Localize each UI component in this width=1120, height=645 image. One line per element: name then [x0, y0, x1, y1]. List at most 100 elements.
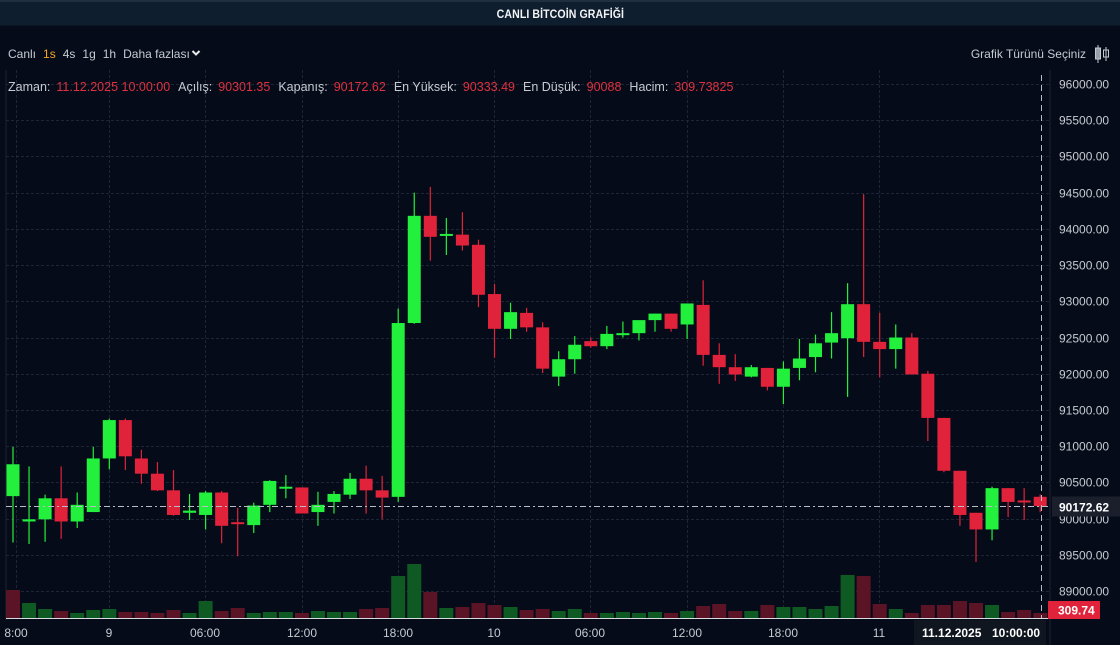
- candle-up[interactable]: [648, 313, 662, 321]
- candle-up[interactable]: [792, 358, 806, 368]
- candle-down[interactable]: [118, 420, 132, 457]
- candle-up[interactable]: [680, 303, 694, 325]
- price-tick-label: 96000.00: [1059, 78, 1109, 92]
- candle-down[interactable]: [423, 215, 437, 237]
- candle-up[interactable]: [985, 488, 999, 530]
- volume-bar: [824, 606, 839, 618]
- candle-down[interactable]: [471, 244, 485, 295]
- candle-up[interactable]: [86, 458, 100, 513]
- candle-up[interactable]: [6, 464, 20, 497]
- candle-down[interactable]: [712, 354, 726, 368]
- candle-up[interactable]: [343, 478, 357, 495]
- close-value: 90172.62: [333, 80, 386, 94]
- time-tick-label: 12:00: [672, 626, 702, 640]
- candle-up[interactable]: [407, 215, 421, 324]
- candlestick-icon: [1095, 45, 1109, 63]
- candle-down[interactable]: [488, 294, 501, 329]
- candle-up[interactable]: [632, 320, 646, 334]
- candle-down[interactable]: [921, 373, 935, 418]
- volume-bar: [808, 609, 823, 618]
- volume-bar: [182, 613, 197, 618]
- candle-up[interactable]: [70, 504, 84, 522]
- candle-down[interactable]: [375, 490, 389, 498]
- candle-down[interactable]: [696, 304, 710, 355]
- volume-bar: [503, 607, 518, 618]
- candle-up[interactable]: [38, 498, 52, 520]
- candle-up[interactable]: [616, 333, 630, 336]
- volume-bar: [294, 613, 309, 618]
- volume-bar: [455, 607, 470, 618]
- candle-down[interactable]: [760, 367, 774, 387]
- candle-up[interactable]: [439, 233, 453, 236]
- candle-down[interactable]: [1017, 500, 1031, 503]
- candle-up[interactable]: [744, 367, 758, 377]
- candle-down[interactable]: [584, 341, 598, 347]
- volume-bar: [519, 610, 534, 618]
- candle-up[interactable]: [311, 504, 325, 513]
- candle-down[interactable]: [231, 522, 245, 525]
- candle-up[interactable]: [22, 519, 36, 522]
- candle-up[interactable]: [552, 359, 566, 377]
- candle-down[interactable]: [905, 337, 919, 375]
- volume-bar: [648, 612, 662, 618]
- chart-type-selector[interactable]: Grafik Türünü Seçiniz: [971, 44, 1110, 64]
- more-timeframes-button[interactable]: Daha fazlası: [123, 47, 201, 61]
- candle-down[interactable]: [150, 473, 164, 491]
- candle-down[interactable]: [1033, 496, 1047, 507]
- candle-down[interactable]: [215, 492, 229, 526]
- timeframe-1g[interactable]: 1g: [82, 47, 96, 61]
- candle-down[interactable]: [359, 478, 373, 491]
- timeframe-1s[interactable]: 1s: [43, 47, 56, 61]
- volume-bar: [246, 613, 261, 618]
- candle-down[interactable]: [664, 313, 678, 329]
- candle-up[interactable]: [183, 510, 197, 513]
- volume-bar: [680, 611, 695, 618]
- live-button[interactable]: Canlı: [8, 47, 37, 61]
- volume-bar: [1017, 610, 1032, 618]
- candle-down[interactable]: [953, 470, 967, 515]
- candle-up[interactable]: [247, 505, 261, 526]
- candle-down[interactable]: [295, 487, 309, 514]
- candle-up[interactable]: [809, 343, 822, 358]
- candle-down[interactable]: [873, 341, 887, 350]
- volume-bar: [1033, 613, 1048, 618]
- volume-bar: [728, 611, 743, 618]
- candle-up[interactable]: [327, 493, 341, 502]
- candle-up[interactable]: [102, 420, 116, 459]
- candle-down[interactable]: [536, 327, 550, 369]
- volume-bar: [615, 612, 630, 618]
- timeframe-1h[interactable]: 1h: [102, 47, 117, 61]
- candle-up[interactable]: [391, 323, 405, 497]
- volume-bar: [567, 609, 582, 618]
- candle-down[interactable]: [167, 490, 180, 515]
- candle-down[interactable]: [520, 312, 534, 328]
- candle-up[interactable]: [504, 312, 518, 329]
- price-tick-label: 95500.00: [1059, 114, 1109, 128]
- candle-up[interactable]: [841, 304, 855, 339]
- candle-down[interactable]: [969, 512, 983, 530]
- volume-bar: [920, 605, 935, 618]
- timeframe-4s[interactable]: 4s: [62, 47, 76, 61]
- volume-key: Hacim:: [629, 80, 669, 94]
- candle-down[interactable]: [937, 417, 951, 471]
- candle-down[interactable]: [54, 498, 68, 522]
- price-tick-label: 94500.00: [1059, 187, 1109, 201]
- candle-up[interactable]: [825, 333, 839, 343]
- price-tick-label: 91000.00: [1059, 440, 1109, 454]
- candle-up[interactable]: [600, 333, 614, 347]
- candle-up[interactable]: [889, 337, 903, 350]
- volume-bar: [134, 612, 149, 618]
- candle-down[interactable]: [728, 367, 742, 375]
- candle-down[interactable]: [1001, 488, 1015, 502]
- candle-up[interactable]: [568, 344, 582, 360]
- candle-down[interactable]: [857, 304, 871, 342]
- candle-down[interactable]: [455, 234, 469, 246]
- candle-up[interactable]: [263, 480, 277, 505]
- candle-up[interactable]: [776, 368, 790, 387]
- candle-down[interactable]: [134, 458, 148, 474]
- volume-bar: [439, 608, 454, 618]
- candle-up[interactable]: [279, 486, 293, 489]
- candle-up[interactable]: [199, 492, 213, 515]
- volume-bar: [70, 613, 85, 618]
